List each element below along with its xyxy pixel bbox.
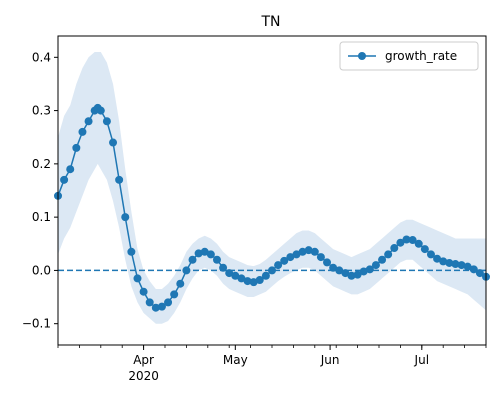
data-point	[176, 279, 185, 288]
data-point	[78, 127, 87, 136]
data-point	[280, 256, 289, 265]
data-point	[353, 270, 362, 279]
data-point	[347, 271, 356, 280]
data-point	[212, 255, 221, 264]
data-point	[151, 303, 160, 312]
plot-area: −0.1 0.0 0.1 0.2 0.3 0.4 Apr 2020 May Jun Jul growt…	[22, 35, 490, 383]
data-point	[170, 290, 179, 299]
y-tick-label: 0.2	[32, 157, 51, 171]
chart-title: TN	[260, 14, 280, 30]
data-point	[439, 257, 448, 266]
data-point	[133, 274, 142, 283]
y-tick-label: 0.4	[32, 50, 51, 64]
data-point	[433, 254, 442, 263]
data-point	[206, 250, 215, 259]
legend-label: growth_rate	[385, 49, 457, 63]
data-point	[475, 269, 484, 278]
data-point	[384, 250, 393, 259]
data-point	[84, 117, 93, 126]
data-point	[188, 255, 197, 264]
data-point	[420, 245, 429, 254]
data-point	[109, 138, 118, 147]
data-point	[249, 278, 258, 287]
data-point	[66, 165, 75, 174]
y-tick-label: −0.1	[22, 317, 51, 331]
data-point	[157, 302, 166, 311]
data-point	[219, 263, 228, 272]
data-point	[298, 247, 307, 256]
data-point	[286, 253, 295, 262]
x-tick-label: Apr	[133, 353, 154, 367]
x-tick-label: Jul	[414, 353, 429, 367]
data-point	[316, 253, 325, 262]
data-point	[127, 247, 136, 256]
data-point	[102, 117, 111, 126]
data-point	[378, 255, 387, 264]
data-point	[243, 277, 252, 286]
data-point	[329, 263, 338, 272]
confidence-band	[58, 51, 486, 324]
data-point	[261, 271, 270, 280]
data-point	[451, 260, 460, 269]
data-point	[115, 175, 124, 184]
legend-box	[339, 41, 479, 71]
data-point	[96, 106, 105, 115]
data-point	[341, 269, 350, 278]
data-point	[414, 239, 423, 248]
data-point	[194, 249, 203, 258]
data-point	[469, 265, 478, 274]
y-tick-label: 0.0	[32, 263, 51, 277]
data-point	[396, 238, 405, 247]
y-tick-label: 0.3	[32, 104, 51, 118]
data-point	[402, 235, 411, 244]
data-point	[310, 247, 319, 256]
data-point	[200, 247, 209, 256]
data-point	[274, 261, 283, 270]
data-point	[225, 269, 234, 278]
data-point	[304, 246, 313, 255]
data-point	[145, 298, 154, 307]
data-point	[60, 175, 69, 184]
data-point	[445, 258, 454, 267]
data-point	[359, 267, 368, 276]
data-point	[323, 258, 332, 267]
data-point	[408, 236, 417, 245]
data-point	[164, 298, 173, 307]
data-point	[231, 271, 240, 280]
data-point	[292, 250, 301, 259]
data-point	[365, 265, 374, 274]
legend-marker-swatch	[358, 52, 366, 60]
data-point	[371, 261, 380, 270]
y-tick-label: 0.1	[32, 210, 51, 224]
data-point	[139, 287, 148, 296]
data-point	[182, 266, 191, 275]
x-tick-year-label: 2020	[128, 369, 159, 383]
x-tick-label: May	[223, 353, 248, 367]
x-tick-label: Jun	[320, 353, 340, 367]
data-point	[121, 213, 130, 222]
data-point	[390, 244, 399, 253]
data-point	[237, 274, 246, 283]
data-point	[255, 276, 264, 284]
data-point	[268, 266, 276, 275]
data-point	[463, 262, 472, 271]
data-point	[72, 143, 81, 152]
data-point	[426, 250, 435, 259]
data-point	[335, 266, 344, 275]
data-point	[457, 261, 466, 270]
